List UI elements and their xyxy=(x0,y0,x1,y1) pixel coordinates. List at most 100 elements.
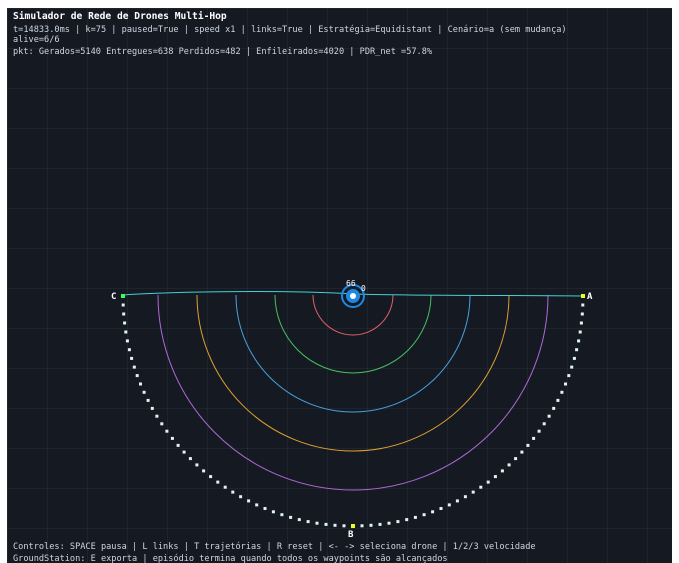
waypoint-marker xyxy=(247,499,251,503)
waypoint-marker xyxy=(378,522,382,526)
waypoint-marker xyxy=(122,312,126,316)
waypoint-marker xyxy=(572,356,576,360)
waypoint-marker xyxy=(182,450,186,454)
waypoint-marker xyxy=(580,312,584,316)
waypoint-marker xyxy=(567,374,571,378)
waypoint-marker xyxy=(396,520,400,524)
waypoint-marker xyxy=(526,443,530,447)
ground-station-halo xyxy=(341,284,365,308)
waypoint-marker xyxy=(514,457,518,461)
waypoint-marker xyxy=(471,490,475,494)
waypoint-marker xyxy=(324,522,328,526)
waypoint-marker xyxy=(405,518,409,522)
waypoint-marker xyxy=(387,521,391,525)
waypoint-marker xyxy=(150,406,154,410)
waypoint-marker xyxy=(542,422,546,426)
waypoint-marker xyxy=(570,365,574,369)
waypoint-marker xyxy=(125,339,129,343)
waypoint-marker xyxy=(165,429,169,433)
drone-trajectories xyxy=(120,291,584,491)
waypoint-ring xyxy=(121,294,585,528)
waypoint-label-b: B xyxy=(348,530,354,540)
waypoint-marker xyxy=(202,469,206,473)
simulation-window[interactable]: Simulador de Rede de Drones Multi-Hop t=… xyxy=(7,8,672,563)
waypoint-marker xyxy=(231,490,235,494)
waypoint-marker xyxy=(146,398,150,402)
waypoint-marker xyxy=(280,513,284,517)
waypoint-marker xyxy=(439,507,443,510)
waypoint-marker xyxy=(216,480,220,484)
waypoint-marker xyxy=(507,463,511,467)
waypoint-marker xyxy=(289,515,293,519)
waypoint-marker xyxy=(447,503,451,507)
waypoint-marker xyxy=(351,524,355,528)
waypoint-marker xyxy=(306,520,310,524)
waypoint-marker xyxy=(486,480,490,484)
ground-station-help: GroundStation: E exporta | episódio term… xyxy=(13,554,448,563)
waypoint-marker xyxy=(556,398,560,402)
waypoint-marker xyxy=(315,521,319,525)
waypoint-marker xyxy=(537,429,541,433)
trajectory-green xyxy=(274,294,432,374)
waypoint-marker xyxy=(581,294,585,298)
waypoint-marker xyxy=(560,390,564,394)
waypoint-marker xyxy=(547,414,551,418)
waypoint-marker xyxy=(422,513,426,517)
waypoint-marker xyxy=(121,303,125,307)
station-id-right: 0 xyxy=(361,284,366,293)
waypoint-marker xyxy=(223,485,227,489)
waypoint-marker xyxy=(160,422,164,426)
waypoint-marker xyxy=(500,469,504,473)
ground-station-center xyxy=(350,293,356,299)
waypoint-marker xyxy=(413,515,417,519)
waypoint-marker xyxy=(369,523,373,527)
trajectory-orange xyxy=(196,294,510,452)
waypoint-marker xyxy=(135,374,139,378)
app-title: Simulador de Rede de Drones Multi-Hop xyxy=(13,11,227,22)
waypoint-marker xyxy=(463,495,467,499)
waypoint-marker xyxy=(333,523,337,527)
waypoint-marker xyxy=(360,524,364,528)
waypoint-marker xyxy=(493,475,497,479)
packet-stats: pkt: Gerados=5140 Entregues=638 Perdidos… xyxy=(13,47,433,57)
trajectory-red xyxy=(312,294,394,336)
waypoint-marker xyxy=(209,475,213,479)
waypoint-marker xyxy=(263,507,267,510)
waypoint-marker xyxy=(142,390,146,394)
waypoint-marker xyxy=(455,499,459,503)
waypoint-marker xyxy=(132,365,136,369)
waypoint-marker xyxy=(575,348,579,352)
waypoint-marker xyxy=(130,356,134,360)
waypoint-marker xyxy=(577,339,581,343)
waypoint-marker xyxy=(532,436,536,440)
station-id-left: 66 xyxy=(346,279,356,288)
waypoint-marker xyxy=(121,294,125,298)
waypoint-marker xyxy=(123,321,127,325)
status-line: t=14833.0ms | k=75 | paused=True | speed… xyxy=(13,25,567,35)
waypoint-marker xyxy=(176,443,180,447)
waypoint-marker xyxy=(255,503,259,507)
waypoint-marker xyxy=(170,436,174,440)
waypoint-marker xyxy=(479,485,483,489)
waypoint-marker xyxy=(579,321,583,325)
waypoint-label-c: C xyxy=(111,292,116,302)
waypoint-marker xyxy=(578,330,582,334)
alive-counter: alive=6/6 xyxy=(13,35,60,45)
waypoint-marker xyxy=(431,510,435,514)
waypoint-marker xyxy=(127,348,131,352)
trajectory-blue xyxy=(235,294,471,413)
waypoint-marker xyxy=(124,330,128,334)
waypoint-marker xyxy=(195,463,199,467)
network-scene[interactable]: 66 0 A B C xyxy=(7,8,672,563)
waypoint-marker xyxy=(297,518,301,522)
trajectory-purple xyxy=(157,294,549,491)
waypoint-marker xyxy=(564,382,567,386)
ground-station[interactable] xyxy=(341,284,365,308)
waypoint-marker xyxy=(520,450,524,454)
waypoint-marker xyxy=(139,382,142,386)
waypoint-marker xyxy=(155,414,159,418)
waypoint-marker xyxy=(188,457,192,461)
waypoint-marker xyxy=(271,510,275,514)
waypoint-label-a: A xyxy=(587,292,593,302)
waypoint-marker xyxy=(581,303,585,307)
